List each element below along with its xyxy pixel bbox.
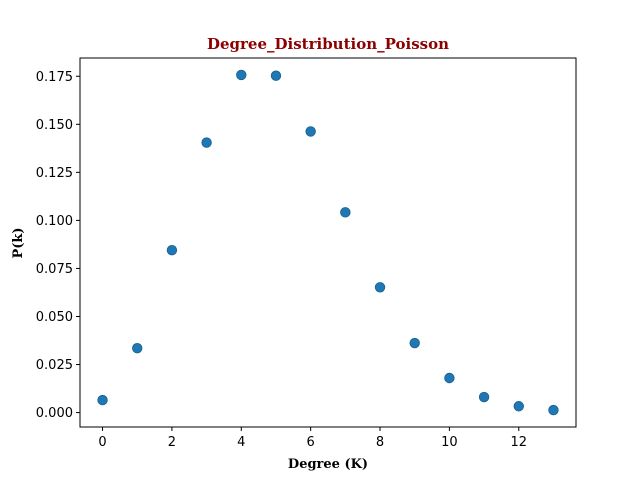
x-tick-label: 8 (376, 435, 384, 450)
x-tick-label: 2 (168, 435, 176, 450)
data-point (513, 401, 524, 412)
x-axis-title: Degree (K) (288, 457, 368, 472)
data-point (409, 337, 420, 349)
y-tick-label: 0.000 (36, 406, 73, 421)
data-points (97, 69, 559, 416)
plot-area-frame (79, 57, 577, 428)
x-tick-label: 0 (98, 435, 106, 450)
data-point (97, 394, 108, 406)
y-tick-label: 0.050 (36, 310, 73, 325)
data-point (270, 70, 282, 81)
x-tick-label: 6 (307, 435, 315, 450)
x-tick-label: 10 (441, 435, 458, 450)
x-tick-label: 4 (237, 435, 245, 450)
y-tick-label: 0.100 (36, 214, 73, 229)
y-tick-label: 0.150 (36, 118, 73, 133)
data-point (478, 391, 490, 403)
y-tick-label: 0.175 (36, 70, 73, 85)
y-axis-title: P(k) (11, 227, 26, 258)
x-tick-label: 12 (510, 435, 527, 450)
x-axis-ticks: 0 2 4 6 8 10 12 (98, 427, 527, 450)
data-point (305, 126, 316, 137)
data-point (166, 244, 178, 256)
data-point (374, 282, 386, 293)
data-point (340, 207, 351, 218)
data-point (548, 404, 559, 416)
y-axis-ticks: 0.000 0.025 0.050 0.075 0.100 0.125 0.150 0.175 (36, 70, 80, 421)
chart-title: Degree_Distribution_Poisson (207, 35, 449, 53)
y-tick-label: 0.025 (36, 358, 73, 373)
data-point (444, 372, 455, 384)
data-point (132, 343, 143, 354)
data-point (201, 137, 212, 148)
y-tick-label: 0.125 (36, 166, 73, 181)
data-point (236, 69, 247, 81)
y-tick-label: 0.075 (36, 262, 73, 277)
